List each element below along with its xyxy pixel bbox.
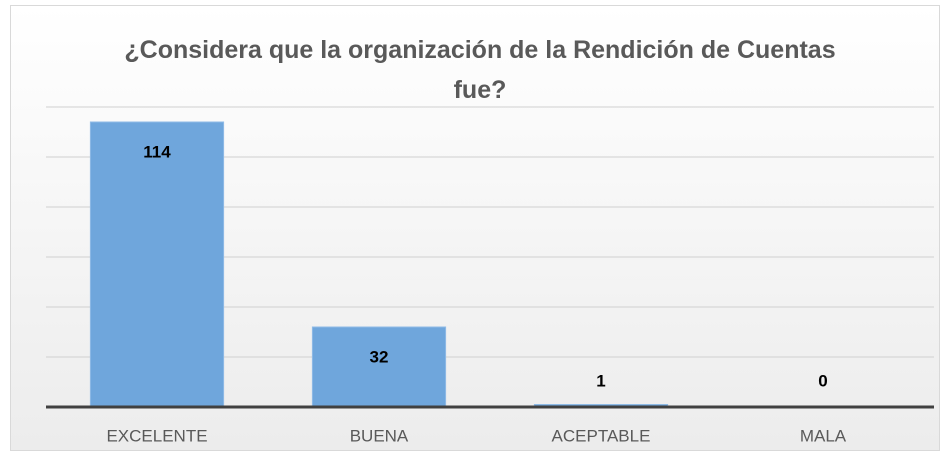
x-tick-label: MALA (800, 426, 847, 445)
data-label: 114 (143, 142, 171, 161)
data-label: 32 (370, 347, 389, 366)
x-tick-label: EXCELENTE (106, 426, 207, 445)
chart-title: ¿Considera que la organización de la Ren… (124, 36, 836, 104)
data-label: 1 (596, 371, 605, 390)
x-tick-label: ACEPTABLE (552, 426, 651, 445)
bar (89, 121, 225, 408)
bar (311, 326, 447, 408)
x-tick-label: BUENA (350, 426, 409, 445)
data-label: 0 (818, 371, 827, 390)
